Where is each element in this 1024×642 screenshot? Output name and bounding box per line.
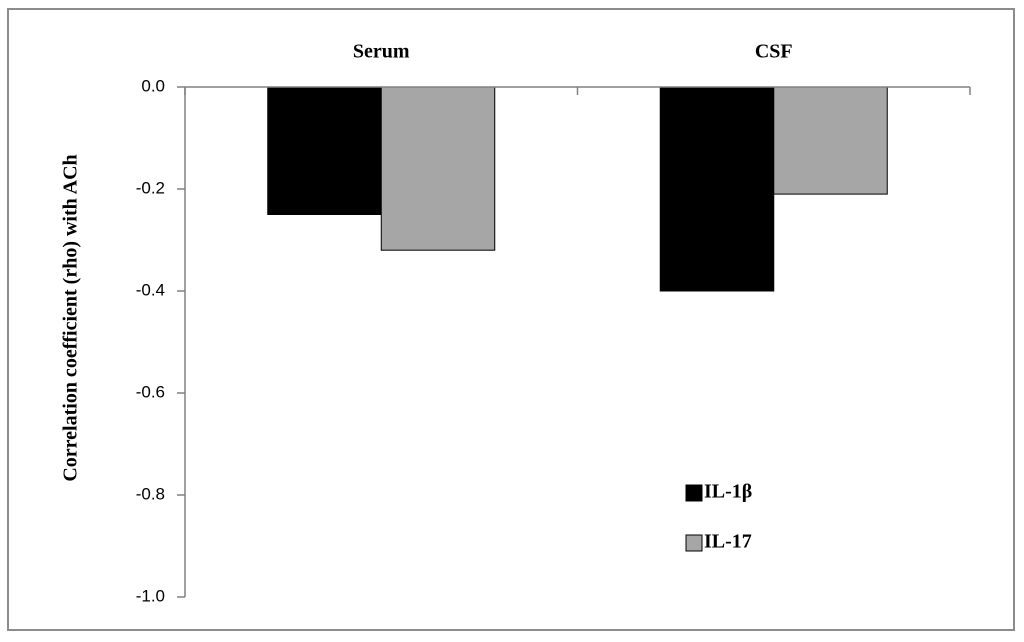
y-tick-label: -0.4 [136,280,165,299]
y-tick-label: -0.8 [136,484,165,503]
category-label: Serum [353,41,410,63]
category-label: CSF [755,41,793,63]
y-tick-label: -0.2 [136,178,165,197]
legend-label: IL-1β [704,481,752,503]
y-tick-label: -0.6 [136,382,165,401]
legend-swatch [685,484,703,502]
bar [773,86,888,195]
bar [267,86,382,215]
y-tick-label: 0.0 [141,76,165,95]
y-tick-label: -1.0 [136,586,165,605]
bar [380,86,496,251]
y-axis-title: Correlation coefficient (rho) with ACh [60,154,82,481]
legend-label: IL-17 [704,531,752,553]
legend-swatch [685,534,703,552]
bar [659,86,775,292]
